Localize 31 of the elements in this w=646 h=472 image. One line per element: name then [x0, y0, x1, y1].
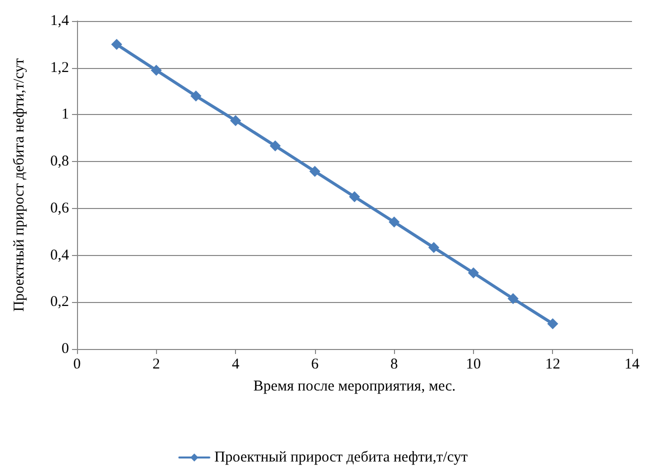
y-tick-label: 0 — [62, 341, 69, 357]
x-axis-title: Время после мероприятия, мес. — [253, 378, 456, 394]
y-axis-title: Проектный прирост дебита нефти,т/сут — [12, 58, 28, 312]
x-tick-label: 12 — [545, 356, 560, 372]
x-tick-label: 14 — [624, 356, 640, 372]
x-tick-label: 4 — [232, 356, 240, 372]
point — [309, 166, 320, 177]
point — [547, 318, 558, 330]
y-tick-label: 0,8 — [50, 154, 69, 170]
point — [111, 38, 122, 50]
x-tick-label: 0 — [73, 356, 81, 372]
point — [428, 242, 440, 254]
point — [150, 64, 162, 76]
point — [508, 293, 519, 304]
point — [230, 115, 242, 126]
point — [468, 267, 479, 278]
point — [349, 191, 360, 202]
x-tick-label: 8 — [390, 356, 398, 372]
x-tick-label: 10 — [466, 356, 481, 372]
y-tick-label: 1,2 — [50, 60, 69, 76]
point — [270, 140, 281, 152]
y-tick-label: 0,4 — [50, 247, 70, 264]
y-tick-label: 0,6 — [50, 200, 70, 216]
y-tick-label: 0,2 — [50, 294, 69, 310]
point — [190, 90, 202, 102]
y-tick-label: 1,4 — [50, 13, 70, 29]
x-tick-label: 6 — [311, 356, 320, 372]
point — [388, 216, 400, 228]
x-tick-label: 2 — [152, 356, 160, 372]
y-tick-label: 1 — [62, 106, 69, 123]
legend-label: Проектный прирост дебита нефти,т/сут — [214, 450, 468, 466]
